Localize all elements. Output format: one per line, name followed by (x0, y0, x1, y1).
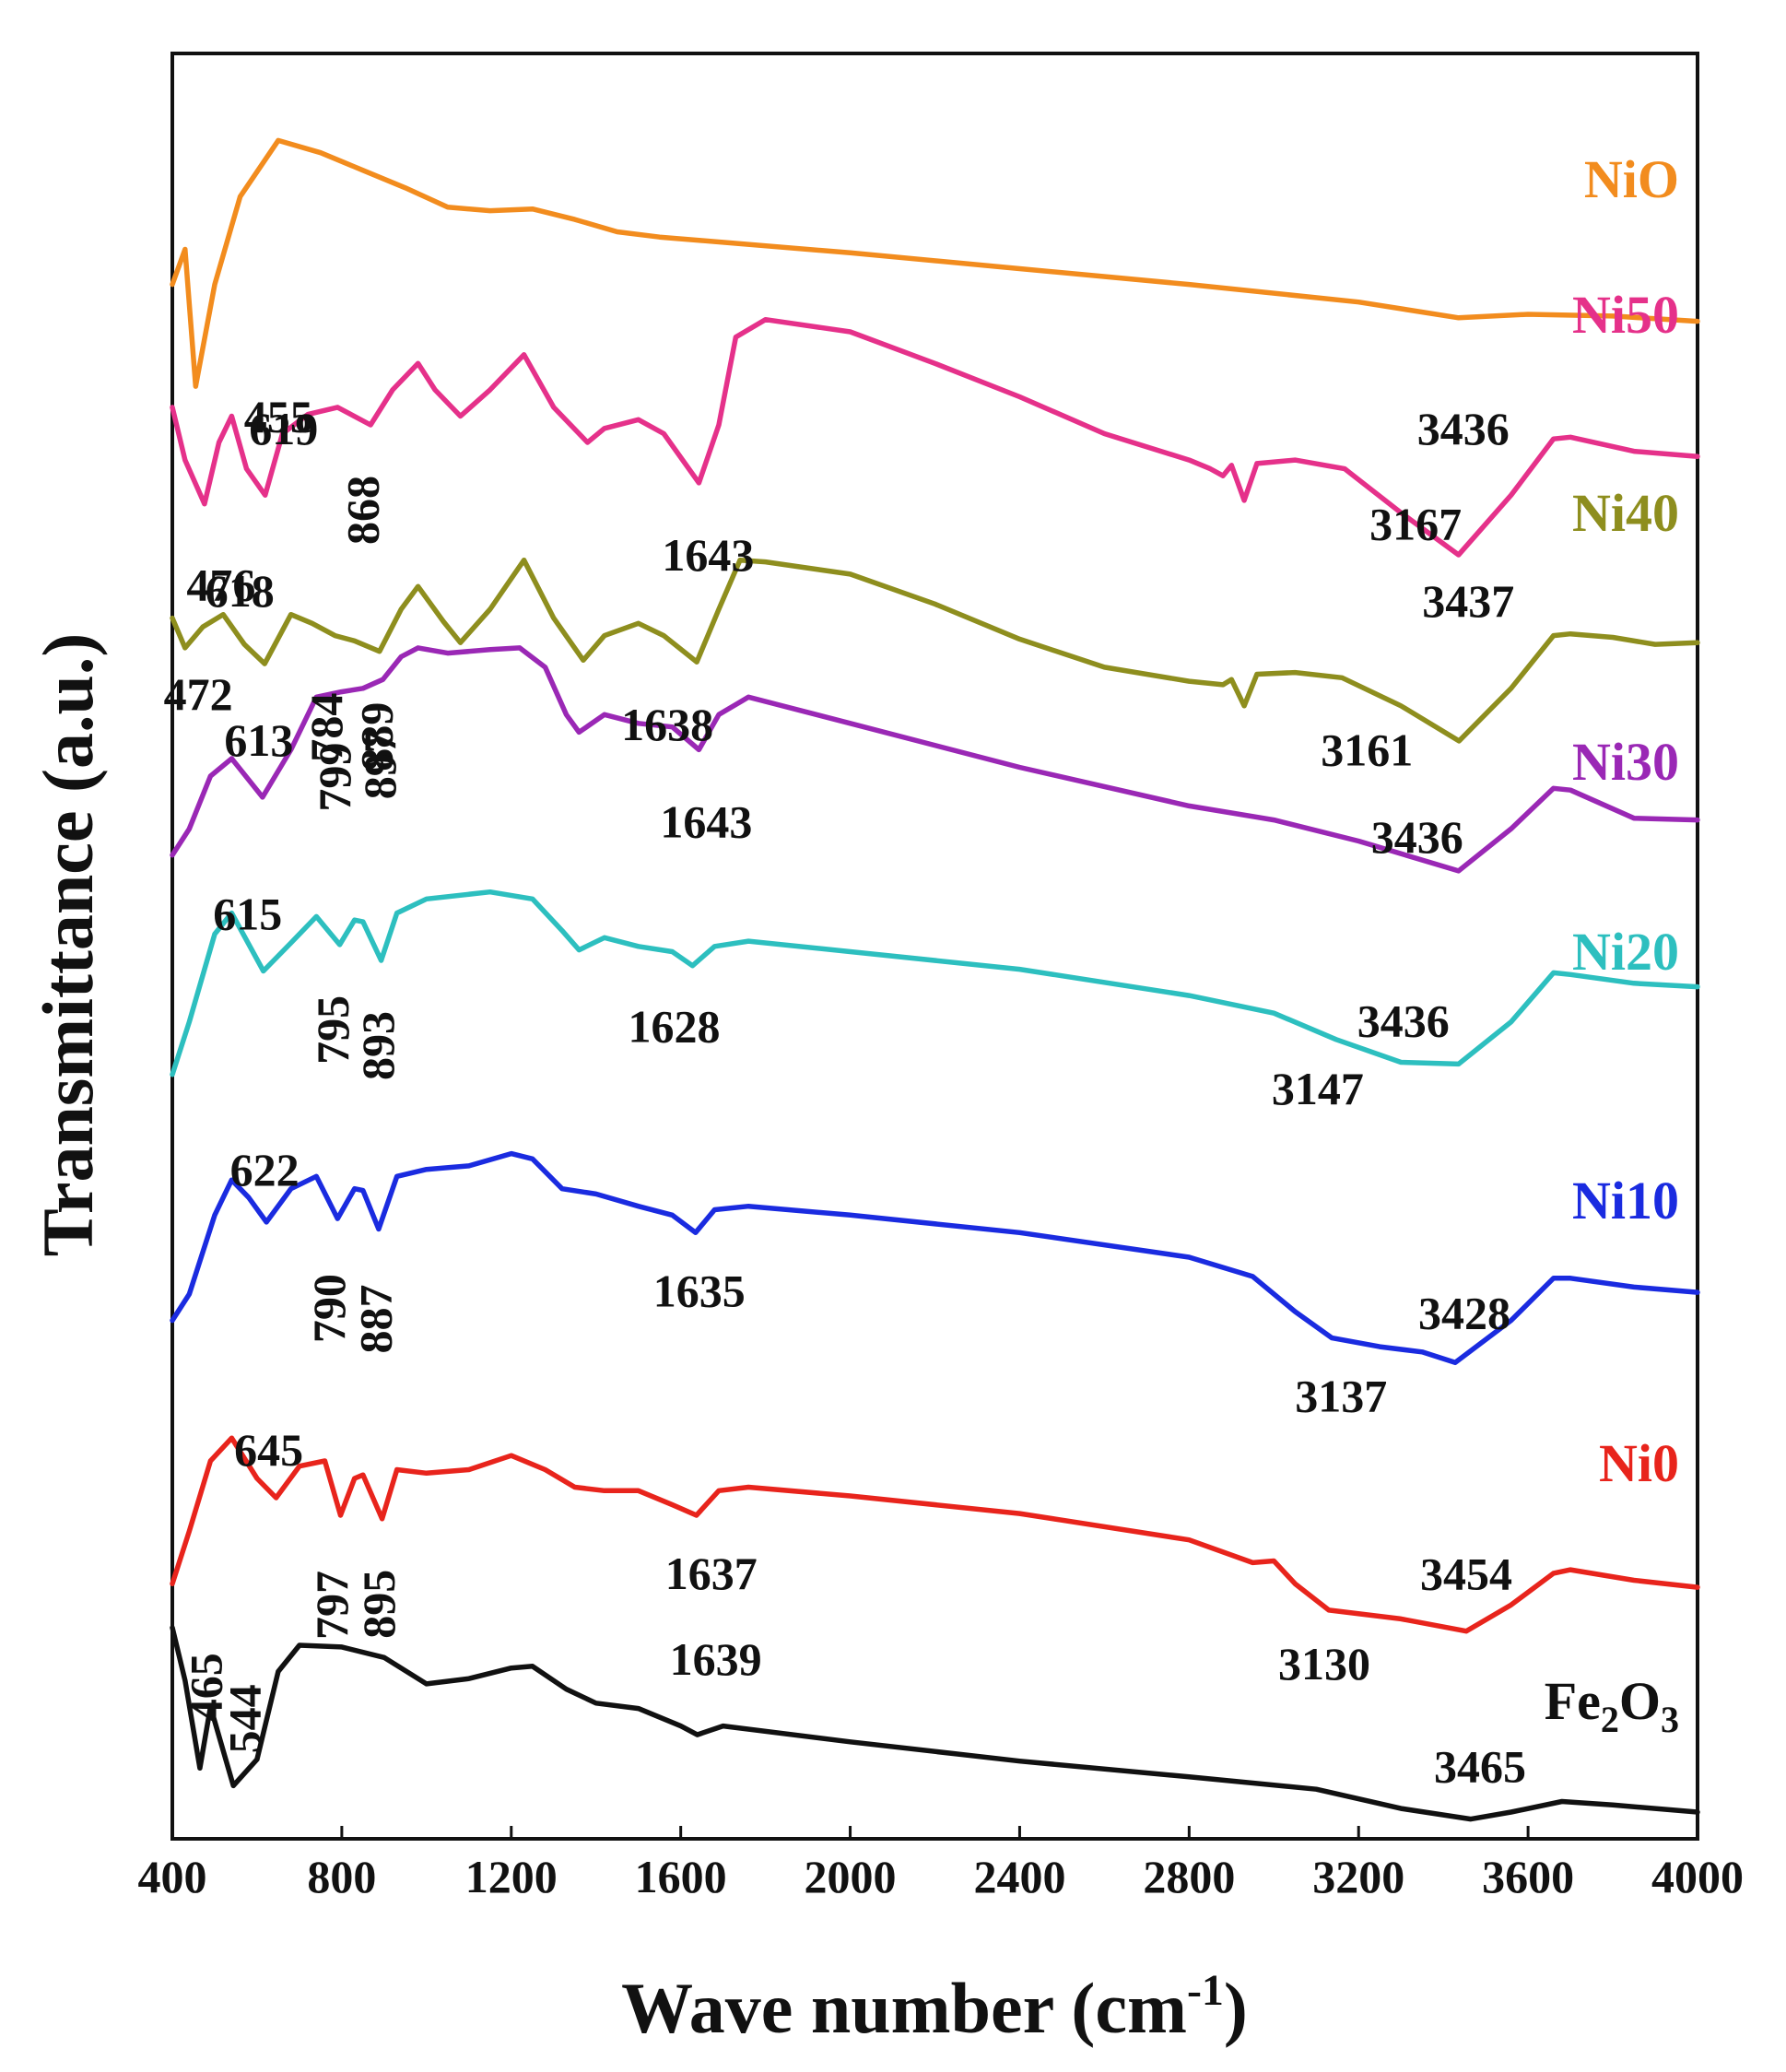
x-tick-label: 1200 (465, 1851, 558, 1902)
x-tick-label: 800 (307, 1851, 376, 1902)
peak-label-ni30-3436: 3436 (1371, 811, 1463, 863)
peak-label-ni40-3161: 3161 (1321, 724, 1413, 775)
x-tick-label: 2800 (1143, 1851, 1235, 1902)
peak-label-ni40-1638: 1638 (621, 699, 713, 750)
peak-label-ni10-1635: 1635 (653, 1265, 746, 1316)
x-tick-label: 400 (138, 1851, 207, 1902)
x-tick-label: 3200 (1312, 1851, 1404, 1902)
plot-area-frame (170, 52, 1699, 1841)
peak-label-ni0-3454: 3454 (1420, 1548, 1512, 1600)
series-line-ni20 (170, 889, 1700, 1077)
series-name-ni50: Ni50 (1572, 285, 1679, 345)
series-name-ni0: Ni0 (1599, 1433, 1679, 1493)
peak-label-ni40-3437: 3437 (1422, 575, 1514, 627)
peak-label-ni40-784: 784 (300, 693, 352, 762)
x-tick-label: 1600 (635, 1851, 727, 1902)
series-line-ni50 (170, 316, 1700, 558)
x-axis-ticks: 400 800 1200 1600 2000 2400 2800 3200 3600 4000 (138, 1826, 1744, 1902)
series-name-ni30: Ni30 (1572, 732, 1679, 792)
peak-label-ni30-799: 799 (309, 743, 360, 812)
peak-label-ni50-619: 619 (249, 403, 318, 454)
x-tick-label: 4000 (1651, 1851, 1744, 1902)
series-name-nio: NiO (1584, 149, 1679, 209)
peak-label-ni10-3428: 3428 (1418, 1287, 1510, 1338)
peak-label-fe2o3-3465: 3465 (1434, 1741, 1526, 1793)
peak-label-ni40-889: 889 (350, 702, 402, 771)
peak-label-ni50-3436: 3436 (1417, 403, 1510, 454)
peak-label-ni50-3167: 3167 (1369, 499, 1462, 550)
series-line-ni0 (170, 1435, 1700, 1634)
peak-label-ni0-797: 797 (306, 1571, 358, 1640)
peak-label-nio-455: 455 (244, 391, 313, 442)
peak-label-fe2o3-1639: 1639 (670, 1633, 762, 1685)
peak-label-ni0-3130: 3130 (1278, 1638, 1370, 1689)
series-name-ni10: Ni10 (1572, 1171, 1679, 1230)
peak-label-ni0-645: 645 (234, 1424, 303, 1476)
peak-label-ni30-613: 613 (224, 714, 293, 766)
peak-label-fe2o3-465: 465 (180, 1653, 231, 1722)
y-axis-title: Transmittance (a.u.) (28, 633, 108, 1257)
peak-label-ni20-795: 795 (307, 995, 358, 1065)
series-line-nio (170, 137, 1700, 389)
series-name-fe2o3: Fe2O3 (1545, 1671, 1679, 1740)
peak-label-ni50-1643: 1643 (662, 529, 754, 581)
series-line-ni10 (170, 1150, 1700, 1366)
peak-label-ni10-790: 790 (303, 1274, 355, 1343)
peak-label-ni20-3147: 3147 (1272, 1063, 1364, 1114)
x-tick-label: 3600 (1482, 1851, 1574, 1902)
series-line-fe2o3 (170, 1625, 1700, 1822)
series-names: NiO Ni50 Ni40 Ni30 Ni20 Ni10 Ni0 Fe2O3 (1545, 149, 1679, 1740)
peak-label-ni40-472: 472 (164, 668, 233, 720)
series-name-ni40: Ni40 (1572, 483, 1679, 543)
peak-label-ni20-615: 615 (213, 889, 282, 940)
peak-label-ni50-868: 868 (337, 476, 389, 545)
peak-label-ni20-1628: 1628 (629, 1001, 721, 1053)
series-line-ni40 (170, 557, 1700, 744)
peak-label-ni40-618: 618 (206, 565, 275, 617)
peak-label-ni10-3137: 3137 (1295, 1371, 1387, 1422)
x-tick-label: 2400 (973, 1851, 1065, 1902)
peak-label-ni10-887: 887 (349, 1285, 401, 1354)
x-tick-label: 2000 (805, 1851, 897, 1902)
peak-label-fe2o3-544: 544 (219, 1684, 271, 1753)
peak-label-ni30-897: 897 (354, 730, 405, 799)
series-name-ni20: Ni20 (1572, 922, 1679, 982)
peak-label-ni0-895: 895 (353, 1570, 405, 1639)
peak-label-ni20-893: 893 (352, 1011, 404, 1080)
peak-label-ni50-476: 476 (186, 559, 255, 611)
series-layer (170, 137, 1700, 1822)
x-axis-title: Wave number (cm-1) (621, 1966, 1248, 2048)
series-line-ni30 (170, 645, 1700, 874)
peak-label-ni30-1643: 1643 (660, 795, 752, 847)
peak-label-ni20-3436: 3436 (1357, 995, 1450, 1046)
peak-label-ni0-1637: 1637 (665, 1548, 758, 1599)
peak-label-ni10-622: 622 (230, 1144, 300, 1195)
